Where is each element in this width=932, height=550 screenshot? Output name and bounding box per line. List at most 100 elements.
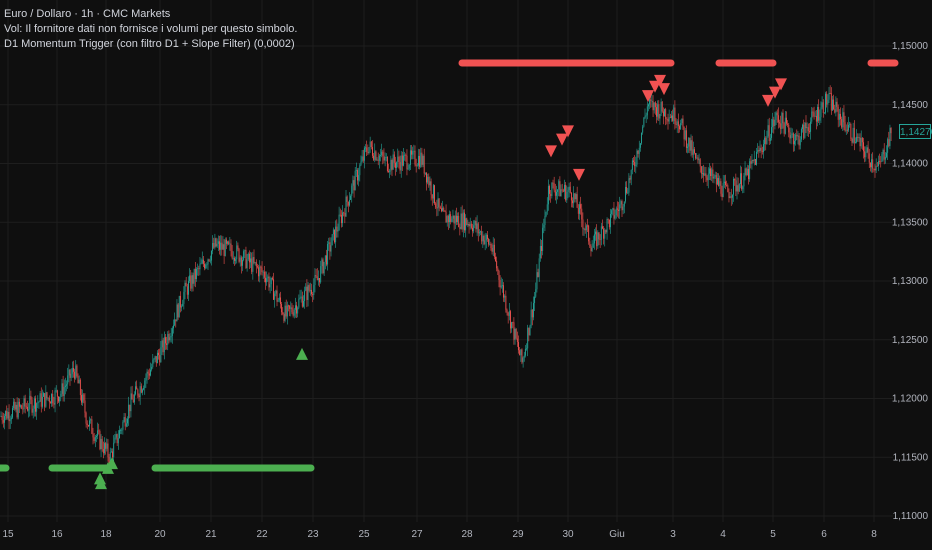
candle-body [451, 218, 453, 222]
candle-body [124, 417, 126, 427]
candle-body [498, 270, 500, 280]
candle-body [435, 203, 437, 208]
candle-body [119, 430, 120, 439]
candle-body [733, 178, 734, 195]
candle-body [225, 239, 227, 244]
candle-body [737, 185, 739, 192]
candle-body [40, 393, 42, 407]
candle-body [388, 170, 389, 172]
candle-body [97, 430, 99, 437]
candle-body [858, 137, 860, 139]
candle-body [527, 327, 529, 349]
candle-body [616, 208, 618, 210]
candle-body [63, 386, 65, 397]
candle-body [794, 141, 795, 145]
candle-body [154, 356, 156, 359]
candle-body [432, 185, 434, 199]
candle-body [391, 159, 393, 170]
candle-body [582, 219, 584, 229]
candle-body [669, 117, 671, 119]
x-tick-label: 20 [154, 529, 166, 540]
candle-body [864, 151, 866, 158]
candle-body [612, 208, 614, 211]
candle-body [177, 304, 179, 318]
candle-body [405, 154, 407, 156]
candle-body [545, 211, 547, 216]
candle-body [513, 322, 515, 340]
candle-body [351, 185, 353, 196]
candle-body [196, 268, 197, 280]
candle-body [374, 151, 376, 160]
candle-body [263, 271, 265, 278]
candle-body [247, 253, 249, 260]
candle-body [369, 141, 371, 148]
candle-body [844, 122, 846, 131]
candle-body [45, 392, 47, 407]
candle-body [120, 429, 122, 431]
candle-body [552, 182, 554, 184]
indicator-label[interactable]: D1 Momentum Trigger (con filtro D1 + Slo… [4, 38, 295, 50]
bear-signal-arrow [649, 80, 661, 93]
candle-body [507, 312, 509, 316]
candle-body [499, 279, 501, 288]
candle-body [842, 112, 844, 128]
candle-body [215, 238, 217, 247]
candle-body [13, 401, 15, 409]
y-tick-label: 1,14000 [892, 159, 929, 170]
candle-body [127, 418, 128, 424]
candle-body [266, 278, 268, 283]
candle-body [396, 162, 398, 168]
candle-body [434, 185, 435, 204]
candle-body [41, 396, 43, 407]
candle-body [262, 271, 264, 273]
candle-body [384, 157, 386, 161]
candle-body [62, 383, 64, 397]
candle-body [554, 190, 556, 196]
candle-body [478, 232, 480, 234]
candle-body [472, 227, 473, 232]
candle-body [107, 443, 109, 458]
candle-body [483, 235, 485, 245]
candle-body [413, 150, 415, 152]
candle-body [827, 99, 829, 105]
candle-body [228, 241, 230, 245]
candle-body [766, 136, 768, 144]
candle-body [314, 275, 316, 286]
candle-body [749, 161, 751, 180]
candle-body [47, 397, 49, 399]
candle-body [843, 112, 845, 123]
x-tick-label: 16 [51, 529, 63, 540]
candle-body [12, 408, 13, 418]
candle-body [758, 149, 760, 152]
candle-body [232, 258, 234, 259]
candle-body [331, 234, 333, 246]
candle-body [874, 168, 876, 171]
candle-body [673, 107, 675, 121]
candle-body [191, 275, 193, 289]
candle-body [204, 263, 205, 269]
candle-body [506, 309, 508, 313]
candle-body [28, 409, 30, 411]
candle-body [324, 255, 326, 262]
candle-body [9, 419, 11, 422]
candle-body [350, 195, 352, 200]
symbol-title[interactable]: Euro / Dollaro · 1h · CMC Markets [4, 8, 171, 20]
x-tick-label: 28 [461, 529, 473, 540]
candle-body [853, 127, 855, 143]
candle-body [206, 264, 208, 266]
y-tick-label: 1,13500 [892, 217, 929, 228]
candle-body [270, 277, 272, 285]
candle-body [105, 443, 107, 449]
candle-body [611, 210, 613, 215]
candle-body [490, 243, 492, 248]
candle-body [482, 235, 484, 242]
candle-body [634, 161, 636, 167]
candle-body [93, 437, 95, 442]
candle-body [639, 143, 641, 148]
candle-body [662, 111, 664, 117]
candle-body [77, 375, 79, 384]
candle-body [167, 334, 169, 345]
candle-body [144, 380, 146, 389]
candle-body [288, 305, 289, 307]
